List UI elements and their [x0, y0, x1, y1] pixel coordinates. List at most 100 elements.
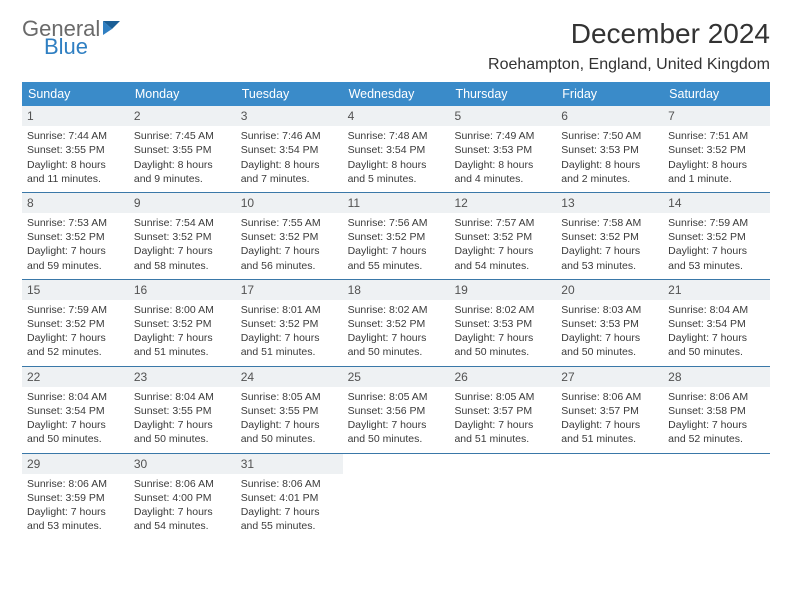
day-cell: 13Sunrise: 7:58 AMSunset: 3:52 PMDayligh… — [556, 193, 663, 279]
day-detail: Sunset: 3:52 PM — [561, 230, 658, 244]
day-number: 16 — [129, 280, 236, 300]
empty-cell — [343, 454, 450, 540]
day-detail: Sunset: 3:55 PM — [27, 143, 124, 157]
day-detail: Daylight: 7 hours — [668, 418, 765, 432]
brand-logo: GeneralBlue — [22, 18, 123, 58]
day-cell: 12Sunrise: 7:57 AMSunset: 3:52 PMDayligh… — [449, 193, 556, 279]
day-detail: Daylight: 7 hours — [454, 331, 551, 345]
day-detail: Daylight: 8 hours — [241, 158, 338, 172]
day-detail: Sunset: 3:52 PM — [27, 317, 124, 331]
day-detail: Sunrise: 8:04 AM — [134, 390, 231, 404]
day-detail: and 11 minutes. — [27, 172, 124, 186]
page-title: December 2024 — [488, 18, 770, 50]
day-detail: Daylight: 7 hours — [134, 418, 231, 432]
day-detail: Sunrise: 7:46 AM — [241, 129, 338, 143]
weekday-header: Wednesday — [343, 82, 450, 106]
empty-cell — [449, 454, 556, 540]
day-cell: 26Sunrise: 8:05 AMSunset: 3:57 PMDayligh… — [449, 367, 556, 453]
day-detail: Sunrise: 8:06 AM — [27, 477, 124, 491]
day-detail: Daylight: 7 hours — [27, 418, 124, 432]
day-detail: and 51 minutes. — [454, 432, 551, 446]
day-number: 13 — [556, 193, 663, 213]
day-number: 10 — [236, 193, 343, 213]
day-detail: Sunrise: 7:45 AM — [134, 129, 231, 143]
day-detail: Sunset: 3:52 PM — [668, 230, 765, 244]
day-detail: Sunrise: 8:06 AM — [668, 390, 765, 404]
day-detail: Sunrise: 8:05 AM — [241, 390, 338, 404]
day-detail: and 50 minutes. — [27, 432, 124, 446]
week-row: 29Sunrise: 8:06 AMSunset: 3:59 PMDayligh… — [22, 454, 770, 540]
day-number: 31 — [236, 454, 343, 474]
day-number: 14 — [663, 193, 770, 213]
flag-icon — [103, 18, 123, 40]
day-detail: and 54 minutes. — [134, 519, 231, 533]
day-number: 9 — [129, 193, 236, 213]
day-number: 30 — [129, 454, 236, 474]
day-detail: Daylight: 7 hours — [348, 244, 445, 258]
day-detail: Sunset: 3:53 PM — [561, 317, 658, 331]
day-detail: and 50 minutes. — [668, 345, 765, 359]
day-detail: Sunrise: 7:53 AM — [27, 216, 124, 230]
day-detail: Sunset: 3:57 PM — [454, 404, 551, 418]
day-detail: Daylight: 7 hours — [454, 244, 551, 258]
day-detail: Sunrise: 8:01 AM — [241, 303, 338, 317]
day-detail: Daylight: 7 hours — [561, 331, 658, 345]
header: GeneralBlue December 2024 Roehampton, En… — [22, 18, 770, 74]
day-detail: Sunrise: 8:05 AM — [348, 390, 445, 404]
day-detail: Daylight: 7 hours — [241, 244, 338, 258]
weekday-header: Sunday — [22, 82, 129, 106]
day-detail: Sunset: 3:53 PM — [454, 143, 551, 157]
day-detail: and 51 minutes. — [241, 345, 338, 359]
day-cell: 31Sunrise: 8:06 AMSunset: 4:01 PMDayligh… — [236, 454, 343, 540]
day-detail: and 50 minutes. — [348, 345, 445, 359]
week-row: 15Sunrise: 7:59 AMSunset: 3:52 PMDayligh… — [22, 280, 770, 367]
day-number: 6 — [556, 106, 663, 126]
day-detail: and 51 minutes. — [134, 345, 231, 359]
day-detail: Sunset: 3:54 PM — [27, 404, 124, 418]
day-cell: 18Sunrise: 8:02 AMSunset: 3:52 PMDayligh… — [343, 280, 450, 366]
day-number: 25 — [343, 367, 450, 387]
day-cell: 19Sunrise: 8:02 AMSunset: 3:53 PMDayligh… — [449, 280, 556, 366]
day-detail: Daylight: 8 hours — [348, 158, 445, 172]
day-cell: 29Sunrise: 8:06 AMSunset: 3:59 PMDayligh… — [22, 454, 129, 540]
day-detail: Sunset: 3:52 PM — [27, 230, 124, 244]
day-cell: 30Sunrise: 8:06 AMSunset: 4:00 PMDayligh… — [129, 454, 236, 540]
day-cell: 21Sunrise: 8:04 AMSunset: 3:54 PMDayligh… — [663, 280, 770, 366]
day-number: 23 — [129, 367, 236, 387]
day-detail: Daylight: 7 hours — [241, 331, 338, 345]
day-detail: Daylight: 7 hours — [561, 244, 658, 258]
day-detail: Daylight: 7 hours — [134, 244, 231, 258]
day-cell: 1Sunrise: 7:44 AMSunset: 3:55 PMDaylight… — [22, 106, 129, 192]
title-block: December 2024 Roehampton, England, Unite… — [488, 18, 770, 74]
weekday-header: Thursday — [449, 82, 556, 106]
day-detail: Daylight: 7 hours — [668, 244, 765, 258]
day-detail: and 50 minutes. — [561, 345, 658, 359]
day-cell: 7Sunrise: 7:51 AMSunset: 3:52 PMDaylight… — [663, 106, 770, 192]
day-cell: 23Sunrise: 8:04 AMSunset: 3:55 PMDayligh… — [129, 367, 236, 453]
day-detail: Sunrise: 8:02 AM — [454, 303, 551, 317]
day-detail: and 52 minutes. — [27, 345, 124, 359]
day-detail: Daylight: 8 hours — [561, 158, 658, 172]
day-detail: and 59 minutes. — [27, 259, 124, 273]
day-detail: Sunrise: 7:49 AM — [454, 129, 551, 143]
location: Roehampton, England, United Kingdom — [488, 56, 770, 74]
day-detail: Daylight: 8 hours — [454, 158, 551, 172]
day-detail: Sunrise: 8:02 AM — [348, 303, 445, 317]
day-cell: 3Sunrise: 7:46 AMSunset: 3:54 PMDaylight… — [236, 106, 343, 192]
day-detail: Sunrise: 8:05 AM — [454, 390, 551, 404]
day-cell: 4Sunrise: 7:48 AMSunset: 3:54 PMDaylight… — [343, 106, 450, 192]
day-detail: and 55 minutes. — [348, 259, 445, 273]
day-detail: and 50 minutes. — [454, 345, 551, 359]
day-detail: Daylight: 8 hours — [668, 158, 765, 172]
day-cell: 2Sunrise: 7:45 AMSunset: 3:55 PMDaylight… — [129, 106, 236, 192]
day-detail: Daylight: 8 hours — [27, 158, 124, 172]
calendar-page: GeneralBlue December 2024 Roehampton, En… — [0, 0, 792, 557]
day-cell: 16Sunrise: 8:00 AMSunset: 3:52 PMDayligh… — [129, 280, 236, 366]
day-detail: and 7 minutes. — [241, 172, 338, 186]
day-detail: Daylight: 7 hours — [241, 505, 338, 519]
day-number: 22 — [22, 367, 129, 387]
day-detail: Sunrise: 7:51 AM — [668, 129, 765, 143]
day-number: 2 — [129, 106, 236, 126]
week-row: 1Sunrise: 7:44 AMSunset: 3:55 PMDaylight… — [22, 106, 770, 193]
day-number: 11 — [343, 193, 450, 213]
